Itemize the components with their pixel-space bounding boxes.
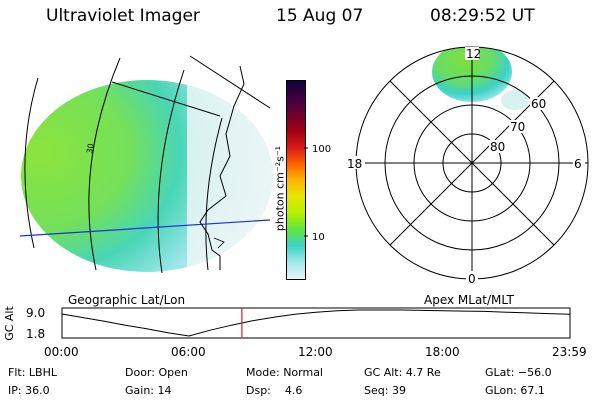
colorbar	[286, 80, 306, 280]
mlt-label-12: 12	[466, 47, 481, 61]
colorbar-unit-label: photon cm⁻²s⁻¹	[273, 145, 287, 232]
altitude-ytick-max: 9.0	[26, 306, 46, 320]
mlat-label-60: 60	[531, 97, 546, 111]
earth-disk-icon	[21, 80, 273, 272]
status-gcalt: GC Alt: 4.7 Re	[364, 366, 441, 379]
x-tick-0600: 06:00	[171, 345, 206, 359]
coastline	[199, 65, 245, 270]
geographic-caption: Geographic Lat/Lon	[68, 293, 186, 307]
mlt-label-6: 6	[574, 157, 582, 171]
x-tick-2359: 23:59	[552, 345, 587, 359]
colorbar-tick-10: 10	[312, 232, 325, 243]
mlt-label-18: 18	[347, 157, 362, 171]
grid-label: 30	[85, 143, 96, 155]
altitude-ylabel-wrap: GC Alt	[0, 306, 20, 345]
observation-time: 08:29:52 UT	[430, 6, 535, 26]
mlat-label-70: 70	[510, 120, 525, 134]
polar-panel: 12 18 6 0 60 70 80	[347, 46, 589, 286]
altitude-ylabel: GC Alt	[2, 306, 16, 341]
terminator-line	[19, 219, 271, 237]
app-title: Ultraviolet Imager	[46, 6, 200, 26]
x-tick-1800: 18:00	[425, 345, 460, 359]
colorbar-tick-100: 100	[312, 144, 331, 155]
mlt-label-0: 0	[468, 272, 476, 286]
polar-caption: Apex MLat/MLT	[424, 293, 514, 307]
status-gain: Gain: 14	[125, 384, 172, 397]
status-glat: GLat: −56.0	[485, 366, 552, 379]
mlat-label-80: 80	[490, 140, 505, 154]
status-mode: Mode: Normal	[246, 366, 323, 379]
x-tick-0000: 00:00	[44, 345, 79, 359]
altitude-curve	[61, 309, 571, 337]
lat-lon-grid	[24, 55, 271, 274]
observation-date: 15 Aug 07	[276, 6, 364, 26]
x-tick-1200: 12:00	[298, 345, 333, 359]
geographic-image-panel: 30	[19, 55, 273, 274]
altitude-ytick-min: 1.8	[26, 327, 46, 341]
status-seq: Seq: 39	[364, 384, 406, 397]
altitude-plot	[61, 307, 571, 339]
status-door: Door: Open	[125, 366, 188, 379]
polar-grid	[355, 46, 589, 280]
status-flt: Flt: LBHL	[8, 366, 57, 379]
altitude-plot-frame	[61, 307, 571, 339]
status-ip: IP: 36.0	[8, 384, 50, 397]
status-glon: GLon: 67.1	[485, 384, 545, 397]
colorbar-ticks: 100 10	[304, 144, 331, 243]
status-dsp: Dsp: 4.6	[246, 384, 303, 397]
